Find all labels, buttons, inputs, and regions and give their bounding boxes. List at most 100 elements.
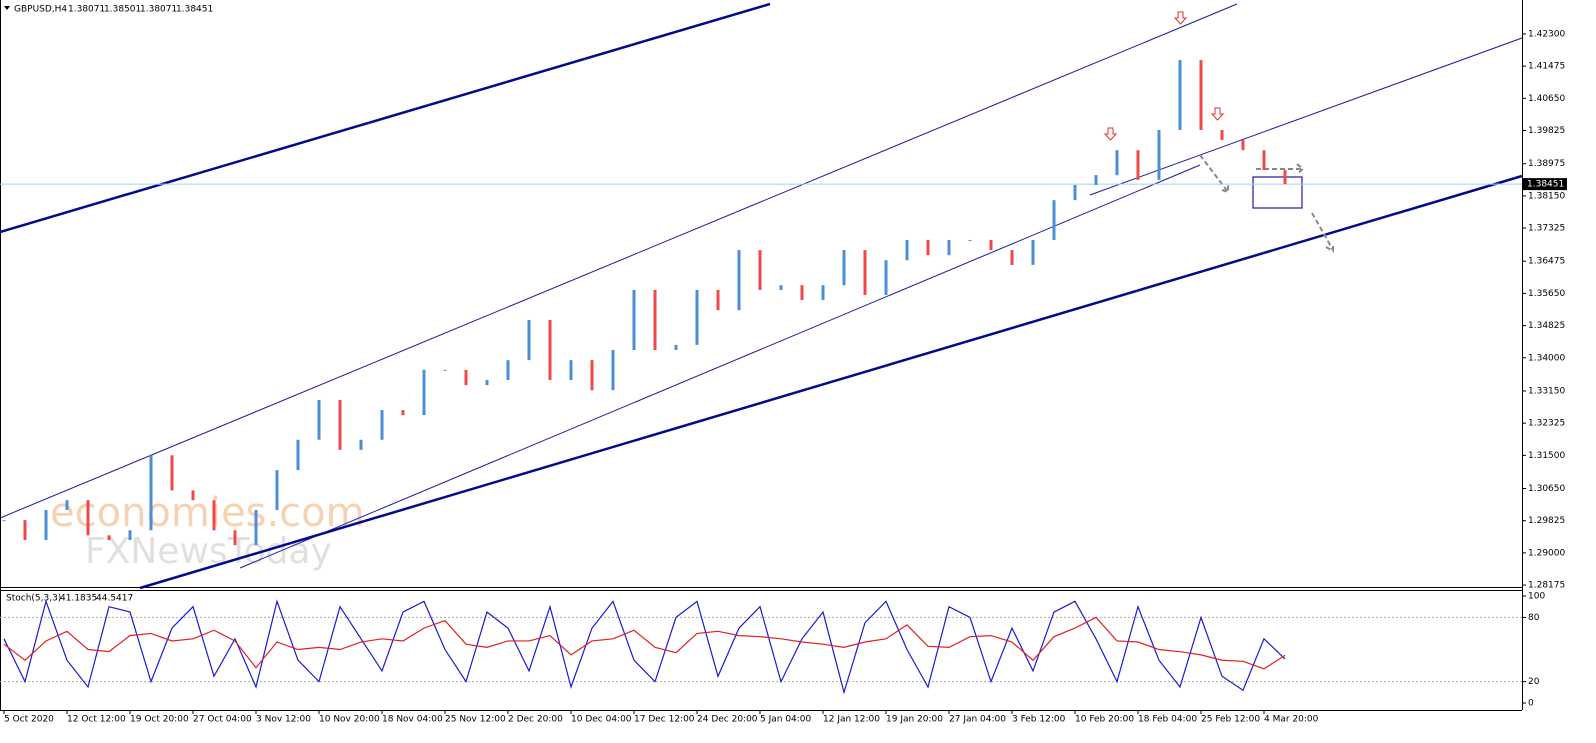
quote: 1.38501 [104, 5, 141, 15]
candle [380, 410, 384, 440]
candle [989, 239, 993, 251]
candle [44, 509, 48, 541]
x-tick-label: 3 Feb 12:00 [1012, 715, 1066, 725]
candle [1199, 60, 1203, 130]
y-tick-label: 0 [1528, 699, 1534, 709]
drawings [0, 2, 1523, 590]
y-tick-label: 1.33150 [1528, 386, 1565, 396]
symbol: GBPUSD,H4 [14, 5, 67, 15]
current-price-box [1523, 178, 1567, 191]
candle [359, 439, 363, 450]
trend-line [139, 174, 1523, 590]
candle [464, 369, 468, 386]
candle [1283, 170, 1287, 185]
candle [485, 380, 489, 386]
x-tick-label: 10 Nov 20:00 [319, 715, 380, 725]
x-tick-label: 18 Nov 04:00 [382, 715, 443, 725]
y-tick-label: 1.28175 [1528, 581, 1565, 591]
y-tick-label: 1.35650 [1528, 289, 1565, 299]
candle [317, 399, 321, 440]
stoch-line [3, 616, 1286, 670]
candle [737, 250, 741, 311]
quote: 1.38071 [68, 5, 105, 15]
candle [443, 369, 447, 371]
trend-line [1089, 37, 1523, 196]
candle [1115, 150, 1119, 176]
candle [632, 289, 636, 350]
candle [1262, 150, 1266, 171]
candle [947, 239, 951, 256]
x-tick-label: 12 Jan 12:00 [823, 715, 880, 725]
y-tick-label: 1.42300 [1528, 29, 1565, 39]
candle [674, 344, 678, 350]
quote: 1.38071 [140, 5, 177, 15]
arrow [1311, 212, 1334, 253]
candle [107, 535, 111, 541]
y-tick-label: 1.31500 [1528, 451, 1565, 461]
trend-line [239, 164, 1201, 569]
candle [1241, 140, 1245, 151]
marker [1173, 11, 1188, 25]
candle [695, 289, 699, 345]
x-tick-label: 5 Oct 2020 [4, 715, 54, 725]
candle [653, 289, 657, 350]
indicator-title: Stoch(5,3,3) [6, 594, 61, 604]
x-tick-label: 27 Jan 04:00 [949, 715, 1006, 725]
candle [128, 530, 132, 541]
y-tick-label: 1.37325 [1528, 224, 1565, 234]
candle [23, 520, 27, 541]
candle [548, 319, 552, 381]
marker [1103, 127, 1118, 141]
candle [842, 250, 846, 286]
x-tick-label: 19 Oct 20:00 [130, 715, 189, 725]
x-tick-label: 18 Feb 04:00 [1138, 715, 1197, 725]
y-tick-label: 1.41475 [1528, 62, 1565, 72]
candle [212, 500, 216, 531]
current-price-label: 1.38451 [1527, 180, 1564, 190]
x-tick-label: 5 Jan 04:00 [760, 715, 812, 725]
marker [1210, 107, 1225, 121]
candle [191, 490, 195, 501]
candle [65, 500, 69, 510]
candle [233, 530, 237, 546]
arrow [1256, 163, 1305, 175]
candle [758, 250, 762, 290]
y-tick-label: 1.38975 [1528, 159, 1565, 169]
x-tick-label: 2 Dec 20:00 [508, 715, 563, 725]
x-tick-label: 27 Oct 04:00 [193, 715, 252, 725]
candle [86, 500, 90, 536]
y-tick-label: 1.40650 [1528, 94, 1565, 104]
candle [506, 360, 510, 381]
candle [170, 455, 174, 491]
candle [422, 369, 426, 416]
candle [863, 250, 867, 295]
candle [2, 520, 6, 522]
x-tick-label: 4 Mar 20:00 [1264, 715, 1319, 725]
x-tick-label: 25 Nov 12:00 [445, 715, 506, 725]
y-tick-label: 1.29000 [1528, 548, 1565, 558]
candle [968, 239, 972, 241]
y-tick-label: 1.32325 [1528, 419, 1565, 429]
candle [1136, 150, 1140, 180]
y-tick-label: 1.29825 [1528, 516, 1565, 526]
candle [254, 509, 258, 546]
y-tick-label: 1.39825 [1528, 126, 1565, 136]
candle [779, 285, 783, 290]
candle [1052, 200, 1056, 240]
indicator-value: 41.1835 [60, 594, 97, 604]
candle [1094, 175, 1098, 185]
candle [611, 349, 615, 391]
y-tick-label: 1.36475 [1528, 257, 1565, 267]
y-tick-label: 1.30650 [1528, 484, 1565, 494]
candle [1178, 60, 1182, 130]
candle [590, 360, 594, 391]
candle [149, 455, 153, 531]
x-tick-label: 19 Jan 20:00 [886, 715, 943, 725]
x-tick-label: 3 Nov 12:00 [256, 715, 311, 725]
x-tick-label: 17 Dec 12:00 [634, 715, 695, 725]
candle [569, 360, 573, 381]
y-tick-label: 1.38150 [1528, 191, 1565, 201]
y-tick-label: 1.34000 [1528, 353, 1565, 363]
